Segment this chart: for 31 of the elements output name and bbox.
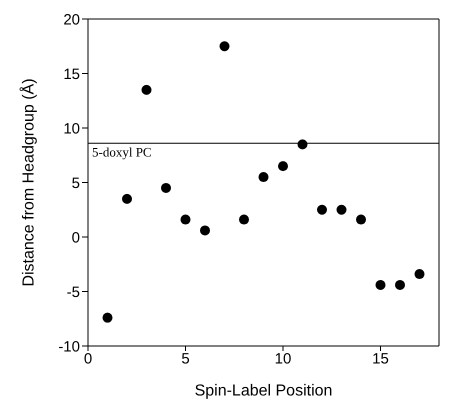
point: [161, 182, 171, 193]
point: [200, 225, 210, 236]
y-tick-label: 0: [72, 229, 80, 246]
y-tick-label: 15: [63, 66, 80, 83]
y-tick-label: -5: [66, 284, 80, 301]
point: [356, 214, 366, 225]
point: [102, 312, 112, 323]
y-tick-label: 10: [63, 120, 80, 138]
point: [317, 204, 327, 215]
x-tick-label: 5: [181, 350, 190, 368]
y-tick-label: -10: [58, 338, 80, 356]
point: [258, 172, 268, 182]
x-axis-title: Spin-Label Position: [194, 382, 332, 400]
x-tick-label: 10: [274, 350, 292, 368]
point: [376, 280, 386, 290]
point: [414, 269, 424, 280]
point: [298, 139, 308, 150]
point: [278, 161, 288, 172]
point: [336, 204, 346, 215]
point: [122, 194, 132, 204]
point: [239, 214, 249, 225]
x-tick-label: 15: [372, 350, 389, 368]
point: [395, 280, 405, 290]
point: [180, 214, 190, 225]
y-tick-label: 5: [72, 174, 80, 192]
point: [220, 41, 230, 52]
y-axis-title: Distance from Headgroup (Å): [20, 78, 38, 287]
point: [142, 84, 152, 95]
x-tick-label: 0: [84, 350, 92, 368]
y-tick-label: 20: [63, 11, 80, 28]
ref-line-label: 5-doxyl PC: [92, 144, 152, 160]
